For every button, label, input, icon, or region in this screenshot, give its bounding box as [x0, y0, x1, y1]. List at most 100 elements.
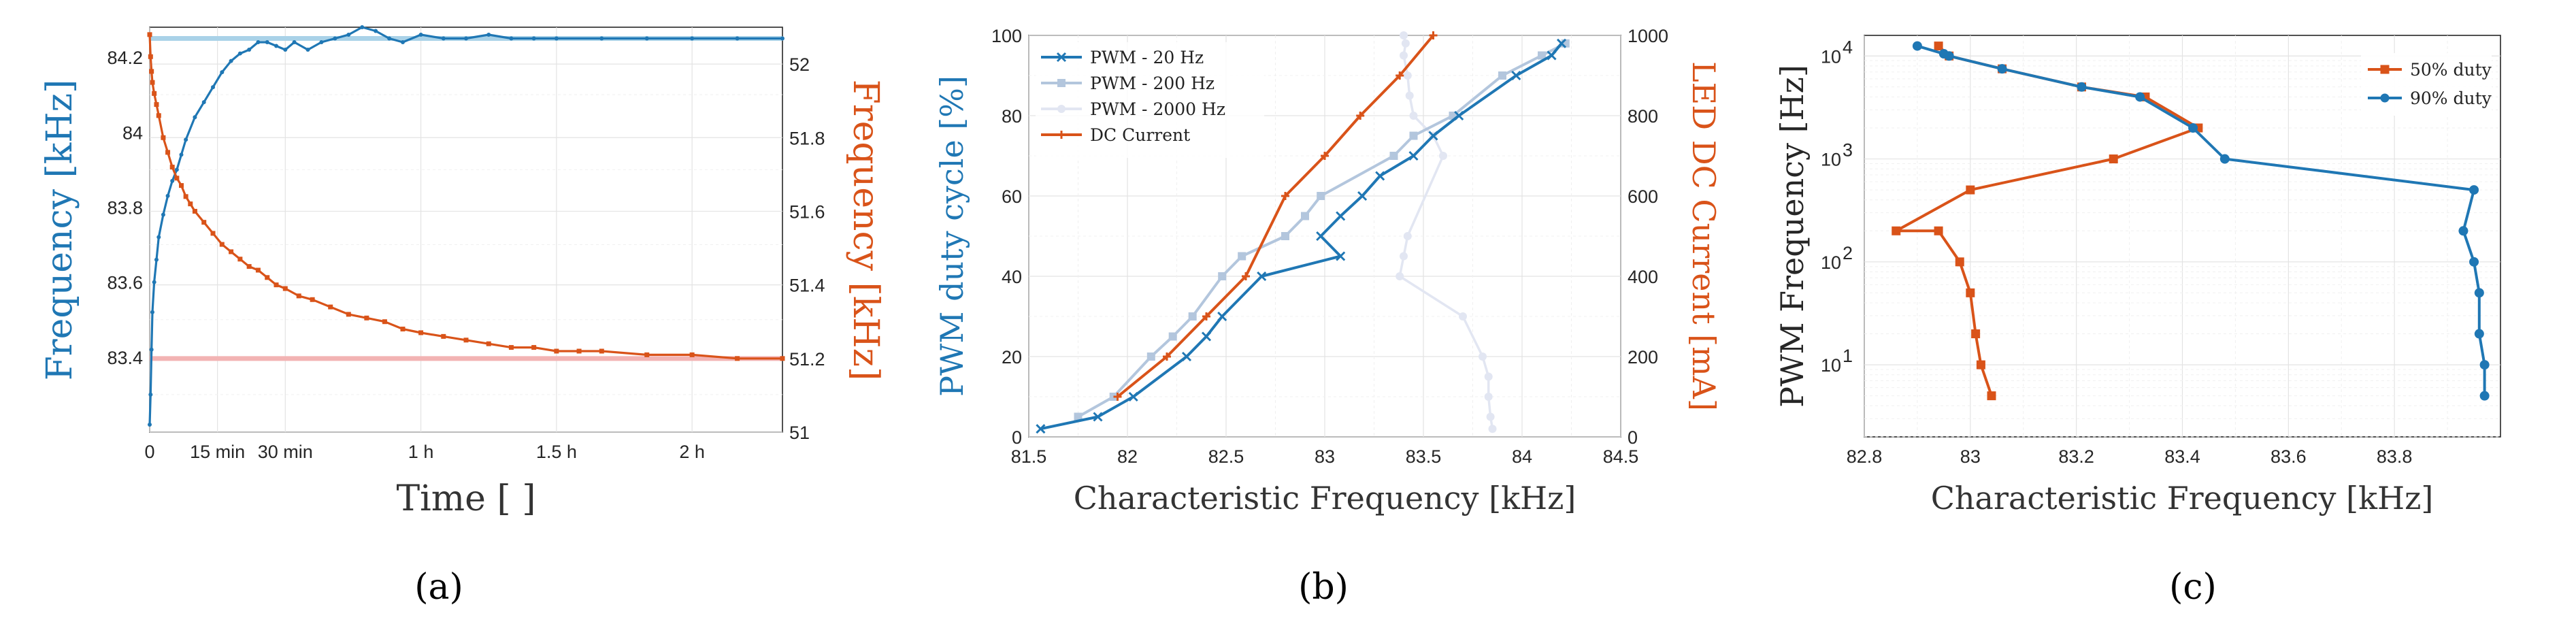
panel-a-series-1-point — [179, 183, 184, 188]
panel-a-series-0-point — [780, 36, 785, 41]
panel-b-series-0-line — [1040, 42, 1563, 431]
panel-a-series-1-point — [689, 352, 695, 357]
panel-a-series-0-point — [152, 280, 156, 284]
panel-a-series-1-point — [265, 275, 270, 280]
panel-a-right-tick-label: 51.4 — [789, 276, 825, 296]
panel-a-x-tick-label: 0 — [144, 442, 154, 462]
panel-b-legend-label: PWM - 200 Hz — [1090, 73, 1215, 93]
panel-a-series-0-point — [387, 36, 392, 41]
panel-c-x-tick-label: 82.8 — [1847, 446, 1883, 467]
panel-b-series-2-point — [1400, 252, 1408, 261]
panel-b-legend: PWM - 20 Hz PWM - 200 Hz PWM - 2000 Hz DC C… — [1036, 42, 1264, 158]
panel-a-series-1-point — [400, 327, 406, 332]
panel-c-series-0-point — [1976, 360, 1985, 370]
panel-b-series-0-point — [1375, 171, 1385, 181]
panel-a-series-1-point — [486, 341, 491, 346]
panel-b-series-2-point — [1396, 272, 1404, 280]
panel-c-series-0-point — [1955, 257, 1964, 267]
panel-a-series-0-point — [193, 115, 197, 120]
panel-c-y-tick-label: 10 — [1821, 355, 1841, 376]
panel-c-series-0-point — [1987, 391, 1996, 401]
panel-b-series-1-point — [1409, 131, 1418, 140]
panel-a-series-1-point — [382, 319, 387, 325]
panel-c-series-1-point — [2469, 185, 2479, 195]
panel-c-series-0-point — [2109, 154, 2118, 164]
panel-b-right-tick-label: 0 — [1628, 427, 1638, 448]
panel-a-series-0-point — [174, 167, 179, 172]
panel-b-legend-label: PWM - 2000 Hz — [1090, 99, 1225, 119]
panel-a-series-1-point — [169, 165, 175, 170]
panel-b-right-tick-label: 200 — [1628, 347, 1658, 367]
panel-a-series-0-point — [256, 40, 261, 45]
panel-b-left-ticks: 0 20 40 60 80 100 — [991, 26, 1022, 448]
panel-c-y-tick-exponent: 4 — [1843, 37, 1853, 57]
panel-c-legend-label: 90% duty — [2410, 88, 2492, 108]
panel-a-series-0-point — [360, 25, 365, 29]
panel-a-series-0-point — [161, 212, 165, 217]
panel-c-caption: (c) — [2169, 567, 2217, 608]
panel-a-series-1-point — [192, 208, 197, 214]
panel-c-series-1-point — [2188, 122, 2198, 133]
panel-b-legend-marker — [1057, 105, 1066, 113]
panel-a-series-1-point — [219, 242, 225, 247]
panel-b-series — [1036, 31, 1570, 434]
panel-b-legend-marker — [1057, 79, 1066, 87]
panel-b-series-1-point — [1218, 272, 1227, 280]
panel-c-y-tick-label: 10 — [1821, 150, 1841, 170]
panel-c-series-0-point — [1934, 226, 1943, 235]
panel-a-series-1-point — [463, 338, 469, 343]
panel-a-series-1-point — [531, 345, 537, 350]
panel-b-series-1-point — [1301, 212, 1309, 220]
panel-a-series-0-point — [247, 48, 252, 52]
panel-a-series-0-point — [509, 36, 514, 41]
panel-b-x-axis-label: Characteristic Frequency [kHz] — [1074, 480, 1576, 516]
panel-c-series-1-point — [2479, 360, 2490, 370]
panel-a-series-1-point — [229, 249, 234, 254]
panel-b-series-2-point — [1488, 425, 1497, 433]
panel-b-series-0-point — [1454, 110, 1464, 121]
panel-a-series-1-point — [576, 348, 582, 354]
panel-a-series-1-point — [255, 267, 261, 273]
panel-c-legend-marker — [2380, 93, 2390, 103]
panel-c-series-1-point — [1912, 41, 1922, 51]
panel-b-series-2-point — [1405, 91, 1414, 100]
panel-b-series-0-point — [1316, 231, 1326, 242]
panel-a-x-tick-label: 30 min — [258, 442, 313, 462]
panel-a-x-tick-label: 1.5 h — [536, 442, 577, 462]
panel-a-right-y-axis-label: Frequency [kHz] — [845, 80, 886, 381]
panel-b-x-tick-label: 84 — [1512, 446, 1532, 467]
panel-a-series-0-point — [599, 36, 604, 41]
panel-a-series-0-point — [184, 137, 188, 142]
panel-a-series-0-point — [165, 193, 170, 198]
panel-b-series-1-point — [1317, 192, 1325, 200]
panel-c-legend-label: 50% duty — [2410, 60, 2492, 80]
panel-b-series-2-point — [1409, 112, 1418, 120]
panel-b-series-1-line — [1077, 42, 1566, 418]
panel-a-series-1-line — [148, 34, 782, 360]
panel-a-series-1-point — [237, 257, 243, 262]
panel-a-series-0-point — [735, 36, 740, 41]
panel-a-series-0-point — [441, 36, 446, 41]
panel-b-series-2-point — [1401, 39, 1410, 48]
panel-a-series-1-point — [210, 231, 216, 236]
panel-a-series-1-point — [274, 282, 279, 288]
panel-a-series-0-point — [148, 392, 153, 397]
panel-b-series-0-point — [1336, 251, 1346, 261]
panel-a-series-0-point — [179, 152, 184, 157]
panel-a-series-1-point — [599, 348, 604, 354]
panel-c-x-axis-label: Characteristic Frequency [kHz] — [1931, 480, 2434, 516]
panel-a-series-1-point — [310, 297, 315, 302]
panel-b-series-0-point — [1201, 331, 1212, 342]
panel-a-x-ticks: 0 15 min 30 min 1 h 1.5 h 2 h — [144, 442, 704, 462]
panel-a-series-0-point — [148, 422, 152, 427]
panel-b-left-tick-label: 40 — [1002, 267, 1022, 287]
panel-a-series-0-point — [237, 51, 242, 56]
panel-a-x-tick-label: 1 h — [408, 442, 434, 462]
panel-a-series-0-point — [346, 33, 351, 37]
panel-a-right-ticks: 51 51.2 51.4 51.6 51.8 52 — [789, 54, 825, 443]
panel-a-series-1-point — [147, 32, 152, 37]
panel-a-series-0-point — [150, 310, 154, 314]
panel-a-series-1-point — [201, 220, 207, 225]
panel-b-right-tick-label: 600 — [1628, 186, 1658, 207]
